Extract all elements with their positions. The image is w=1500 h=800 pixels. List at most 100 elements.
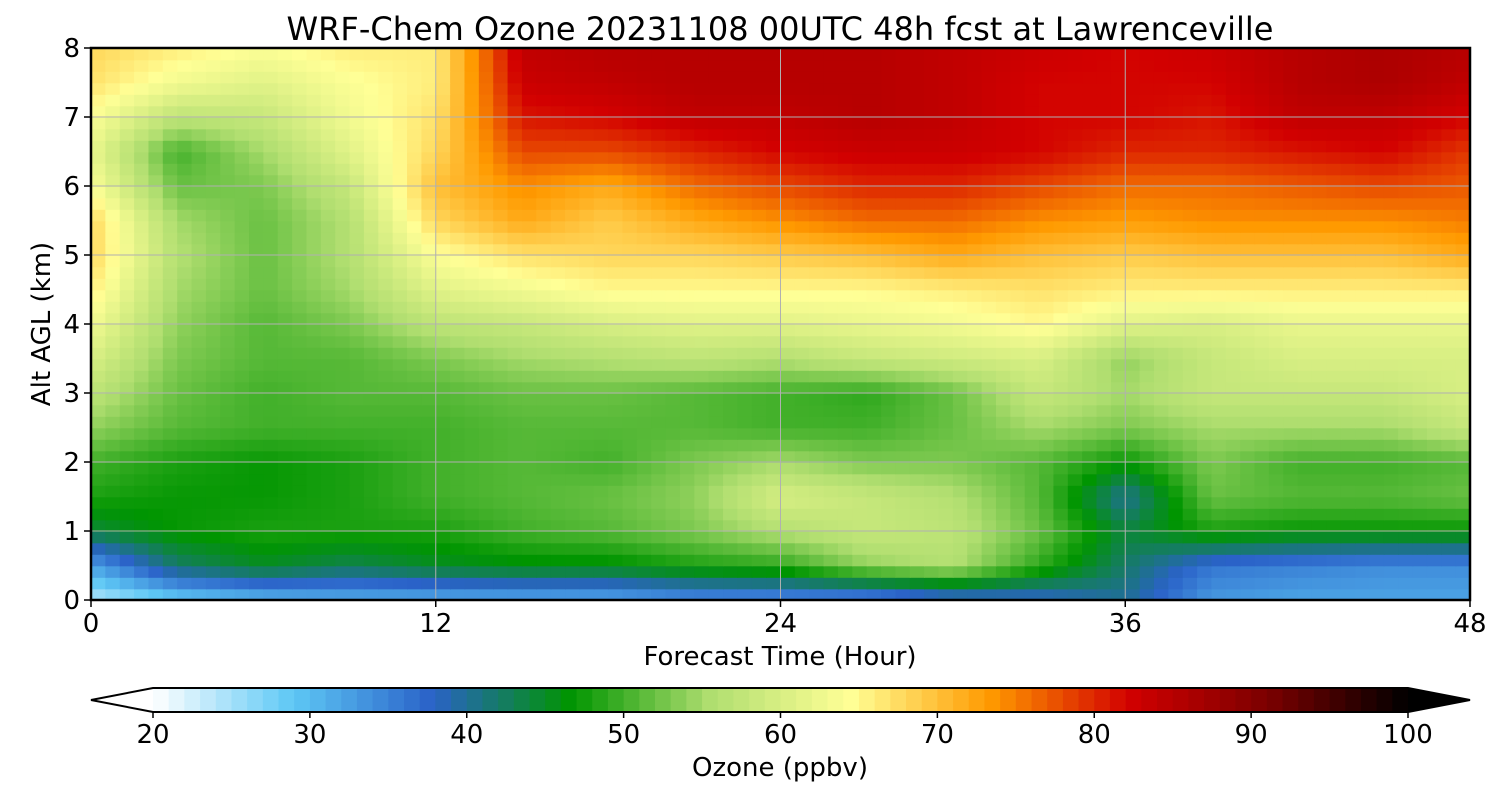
- heatmap-cell: [435, 381, 451, 394]
- heatmap-cell: [1340, 105, 1356, 118]
- heatmap-cell: [780, 473, 796, 486]
- heatmap-cell: [464, 324, 480, 337]
- heatmap-cell: [349, 117, 365, 130]
- heatmap-cell: [134, 324, 150, 337]
- heatmap-cell: [1297, 117, 1313, 130]
- heatmap-cell: [119, 565, 135, 578]
- heatmap-cell: [967, 531, 983, 544]
- heatmap-cell: [1326, 496, 1342, 509]
- heatmap-cell: [1340, 117, 1356, 130]
- colorbar-segment: [780, 688, 797, 712]
- heatmap-cell: [593, 186, 609, 199]
- heatmap-cell: [1398, 565, 1414, 578]
- heatmap-cell: [1426, 577, 1443, 590]
- heatmap-cell: [191, 59, 207, 72]
- heatmap-cell: [809, 82, 825, 95]
- heatmap-cell: [435, 485, 451, 498]
- heatmap-cell: [1283, 163, 1299, 176]
- heatmap-cell: [1168, 335, 1184, 348]
- heatmap-cell: [981, 117, 997, 130]
- heatmap-cell: [1197, 71, 1213, 84]
- heatmap-cell: [608, 163, 624, 176]
- heatmap-cell: [665, 117, 681, 130]
- heatmap-cell: [134, 588, 150, 600]
- heatmap-cell: [234, 335, 250, 348]
- heatmap-cell: [292, 94, 308, 107]
- heatmap-cell: [679, 370, 696, 383]
- heatmap-cell: [191, 278, 207, 291]
- heatmap-cell: [1039, 301, 1055, 314]
- heatmap-cell: [335, 71, 351, 84]
- heatmap-cell: [1383, 312, 1399, 325]
- heatmap-cell: [593, 289, 609, 302]
- heatmap-cell: [220, 508, 236, 521]
- heatmap-cell: [1455, 416, 1470, 429]
- heatmap-cell: [407, 128, 423, 141]
- heatmap-cell: [392, 59, 408, 72]
- heatmap-cell: [421, 209, 437, 222]
- heatmap-cell: [335, 462, 351, 475]
- heatmap-cell: [277, 508, 293, 521]
- heatmap-cell: [1455, 278, 1470, 291]
- heatmap-cell: [1024, 312, 1040, 325]
- heatmap-cell: [550, 289, 566, 302]
- heatmap-cell: [105, 220, 121, 233]
- heatmap-cell: [809, 140, 825, 153]
- heatmap-cell: [1369, 186, 1385, 199]
- heatmap-cell: [234, 105, 250, 118]
- heatmap-cell: [263, 485, 279, 498]
- heatmap-cell: [1355, 59, 1371, 72]
- heatmap-cell: [1283, 531, 1299, 544]
- heatmap-cell: [852, 485, 868, 498]
- heatmap-cell: [249, 473, 265, 486]
- heatmap-cell: [1240, 358, 1256, 371]
- heatmap-cell: [1225, 140, 1241, 153]
- heatmap-cell: [967, 312, 983, 325]
- heatmap-cell: [1455, 163, 1470, 176]
- heatmap-cell: [809, 427, 825, 440]
- heatmap-cell: [335, 381, 351, 394]
- heatmap-cell: [191, 209, 207, 222]
- heatmap-cell: [1139, 554, 1155, 567]
- heatmap-cell: [521, 243, 538, 256]
- heatmap-cell: [938, 347, 954, 360]
- heatmap-cell: [1225, 462, 1241, 475]
- heatmap-cell: [981, 174, 997, 187]
- heatmap-cell: [794, 255, 811, 268]
- heatmap-cell: [162, 554, 178, 567]
- heatmap-cell: [751, 324, 767, 337]
- heatmap-cell: [679, 301, 696, 314]
- heatmap-cell: [1240, 117, 1256, 130]
- heatmap-cell: [794, 117, 811, 130]
- heatmap-cell: [1125, 94, 1141, 107]
- heatmap-cell: [435, 243, 451, 256]
- heatmap-cell: [134, 82, 150, 95]
- heatmap-cell: [277, 473, 293, 486]
- heatmap-cell: [507, 266, 523, 279]
- heatmap-cell: [191, 48, 207, 61]
- heatmap-cell: [881, 163, 897, 176]
- heatmap-cell: [694, 370, 710, 383]
- heatmap-cell: [220, 243, 236, 256]
- heatmap-cell: [1110, 255, 1127, 268]
- heatmap-cell: [220, 554, 236, 567]
- heatmap-cell: [794, 48, 811, 61]
- heatmap-cell: [679, 531, 696, 544]
- heatmap-cell: [665, 105, 681, 118]
- heatmap-cell: [1426, 404, 1443, 417]
- heatmap-cell: [665, 542, 681, 555]
- heatmap-cell: [1268, 588, 1285, 600]
- heatmap-cell: [651, 565, 667, 578]
- heatmap-cell: [1039, 485, 1055, 498]
- heatmap-cell: [665, 588, 681, 600]
- heatmap-cell: [1139, 335, 1155, 348]
- heatmap-cell: [794, 266, 811, 279]
- heatmap-cell: [550, 565, 566, 578]
- heatmap-cell: [1441, 220, 1457, 233]
- heatmap-cell: [392, 151, 408, 164]
- heatmap-cell: [1139, 82, 1155, 95]
- heatmap-cell: [493, 554, 509, 567]
- heatmap-cell: [1010, 289, 1026, 302]
- heatmap-cell: [378, 209, 394, 222]
- heatmap-cell: [1355, 48, 1371, 61]
